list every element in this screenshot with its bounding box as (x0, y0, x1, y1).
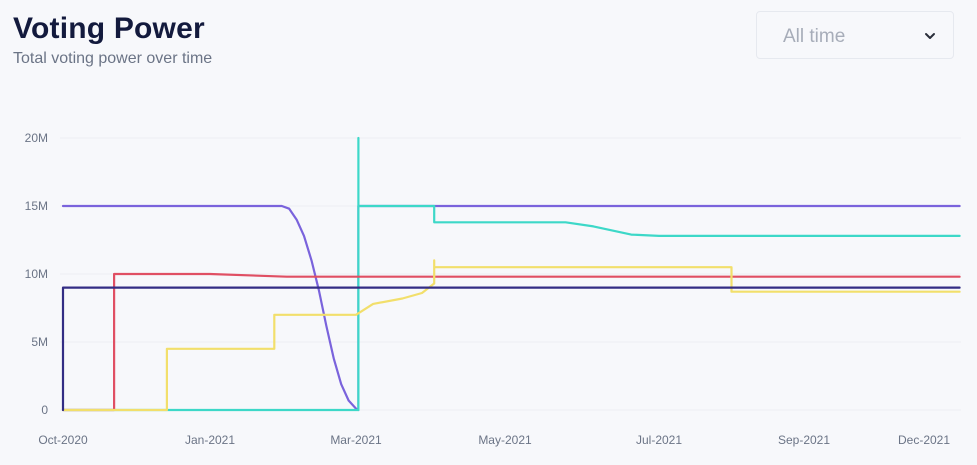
x-tick-label: May-2021 (478, 433, 532, 447)
y-tick-label: 5M (31, 335, 48, 349)
series-line-4 (61, 259, 961, 412)
x-tick-label: Sep-2021 (778, 433, 830, 447)
series-line-5 (61, 286, 961, 412)
chart-header: Voting Power Total voting power over tim… (13, 10, 212, 68)
x-tick-label: Jan-2021 (185, 433, 235, 447)
series-line-2 (61, 136, 961, 412)
x-tick-label: Oct-2020 (38, 433, 88, 447)
time-range-select[interactable]: All time (756, 11, 954, 59)
y-tick-label: 10M (25, 267, 48, 281)
page-subtitle: Total voting power over time (13, 50, 213, 67)
x-tick-label: Jul-2021 (636, 433, 682, 447)
y-tick-label: 20M (25, 131, 48, 145)
time-range-value: All time (783, 26, 846, 47)
page-title: Voting Power (13, 12, 205, 45)
y-tick-label: 0 (41, 403, 48, 417)
x-tick-label: Mar-2021 (330, 433, 382, 447)
x-tick-label: Dec-2021 (898, 433, 950, 447)
chevron-down-icon[interactable] (923, 29, 937, 43)
y-tick-label: 15M (25, 199, 48, 213)
